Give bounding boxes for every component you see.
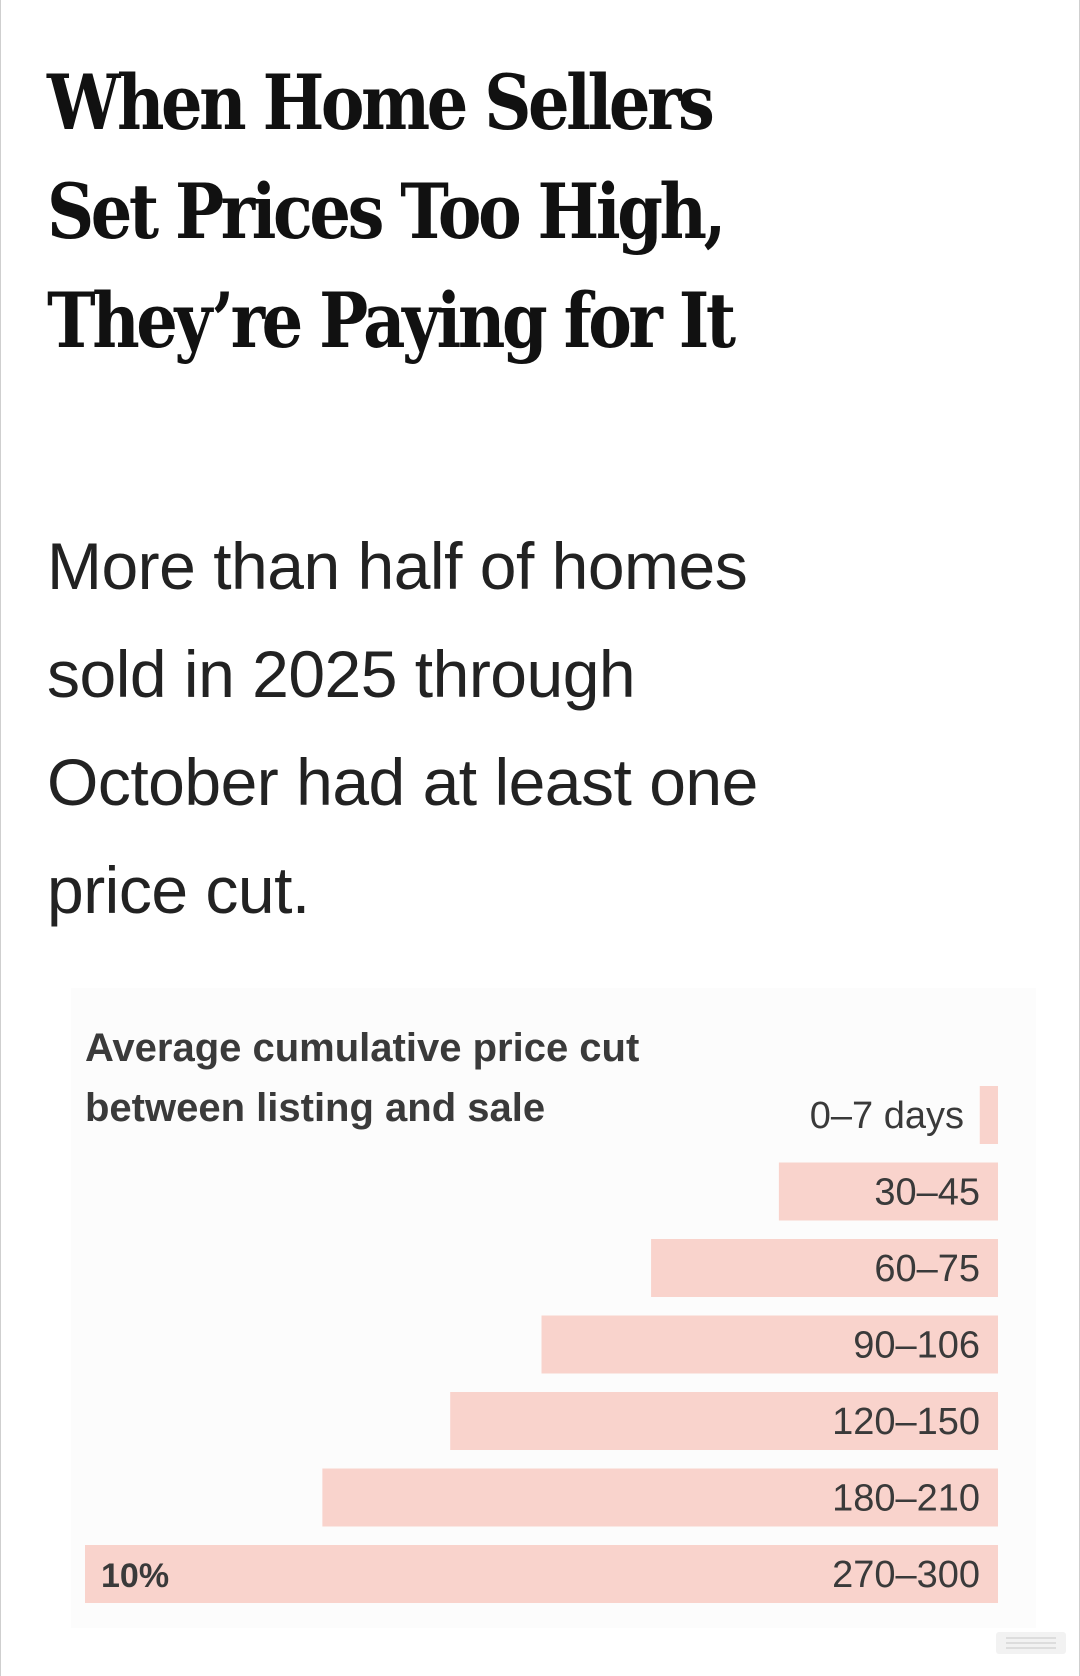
headline-line-1: When Home Sellers bbox=[47, 58, 715, 147]
dek-line-1: More than half of homes bbox=[47, 529, 748, 603]
bar-5 bbox=[322, 1468, 998, 1527]
category-label-3: 90–106 bbox=[853, 1325, 980, 1367]
bar-1 bbox=[778, 1162, 998, 1221]
headline: When Home Sellers Set Prices Too High, T… bbox=[47, 48, 916, 375]
value-label-6: 10% bbox=[101, 1557, 169, 1595]
bar-4 bbox=[450, 1392, 998, 1450]
chart-title-line-2: between listing and sale bbox=[85, 1086, 546, 1130]
bar-6 bbox=[85, 1545, 998, 1603]
headline-line-2: Set Prices Too High, bbox=[47, 167, 726, 256]
headline-line-3: They’re Paying for It bbox=[47, 276, 736, 365]
dek-line-4: price cut. bbox=[47, 853, 310, 927]
dek-line-2: sold in 2025 through bbox=[47, 637, 636, 711]
category-label-1: 30–45 bbox=[874, 1172, 980, 1214]
dek-line-3: October had at least one bbox=[47, 745, 758, 819]
bar-2 bbox=[651, 1239, 998, 1297]
category-label-5: 180–210 bbox=[832, 1478, 980, 1520]
category-label-2: 60–75 bbox=[874, 1248, 980, 1290]
bar-0 bbox=[979, 1086, 998, 1144]
category-label-6: 270–300 bbox=[832, 1554, 980, 1596]
watermark-icon bbox=[996, 1632, 1066, 1654]
category-label-4: 120–150 bbox=[832, 1401, 980, 1443]
category-label-0: 0–7 days bbox=[810, 1095, 964, 1137]
chart-title: Average cumulative price cut between lis… bbox=[85, 1018, 785, 1138]
chart-title-line-1: Average cumulative price cut bbox=[85, 1026, 640, 1070]
bar-3 bbox=[541, 1315, 998, 1374]
dek: More than half of homes sold in 2025 thr… bbox=[47, 512, 1007, 944]
